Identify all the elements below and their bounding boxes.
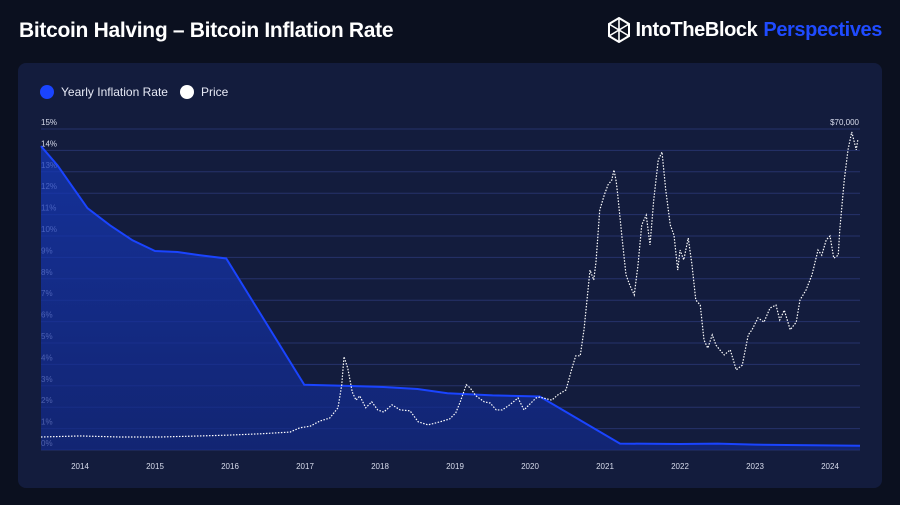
x-tick-label: 2019 bbox=[446, 462, 464, 471]
legend-label: Yearly Inflation Rate bbox=[61, 85, 168, 99]
x-tick-label: 2014 bbox=[71, 462, 89, 471]
legend-item-inflation[interactable]: Yearly Inflation Rate bbox=[40, 85, 168, 99]
legend-item-price[interactable]: Price bbox=[179, 85, 229, 99]
brand-logo: IntoTheBlock Perspectives bbox=[607, 17, 882, 43]
legend-label: Price bbox=[200, 85, 229, 99]
y-tick-label: 15% bbox=[41, 118, 57, 127]
x-tick-label: 2015 bbox=[146, 462, 164, 471]
x-tick-label: 2018 bbox=[371, 462, 389, 471]
chart-legend: Yearly Inflation Rate Price bbox=[40, 85, 240, 99]
legend-dot-icon bbox=[179, 85, 194, 99]
x-tick-label: 2021 bbox=[596, 462, 614, 471]
inflation-line bbox=[40, 145, 861, 447]
brand-suffix: Perspectives bbox=[763, 18, 882, 41]
intotheblock-logo-icon bbox=[607, 17, 630, 43]
price-line bbox=[40, 131, 859, 438]
chart-title: Bitcoin Halving – Bitcoin Inflation Rate bbox=[19, 19, 394, 42]
inflation-area bbox=[41, 146, 860, 450]
x-tick-label: 2020 bbox=[521, 462, 539, 471]
x-tick-label: 2023 bbox=[746, 462, 764, 471]
y-tick-label: 14% bbox=[41, 139, 57, 148]
x-tick-label: 2022 bbox=[671, 462, 689, 471]
x-tick-label: 2024 bbox=[821, 462, 839, 471]
brand-name: IntoTheBlock bbox=[635, 18, 758, 41]
x-tick-label: 2016 bbox=[221, 462, 239, 471]
x-tick-label: 2017 bbox=[296, 462, 314, 471]
legend-dot-icon bbox=[40, 85, 54, 99]
price-axis-label: $70,000 bbox=[830, 118, 859, 127]
